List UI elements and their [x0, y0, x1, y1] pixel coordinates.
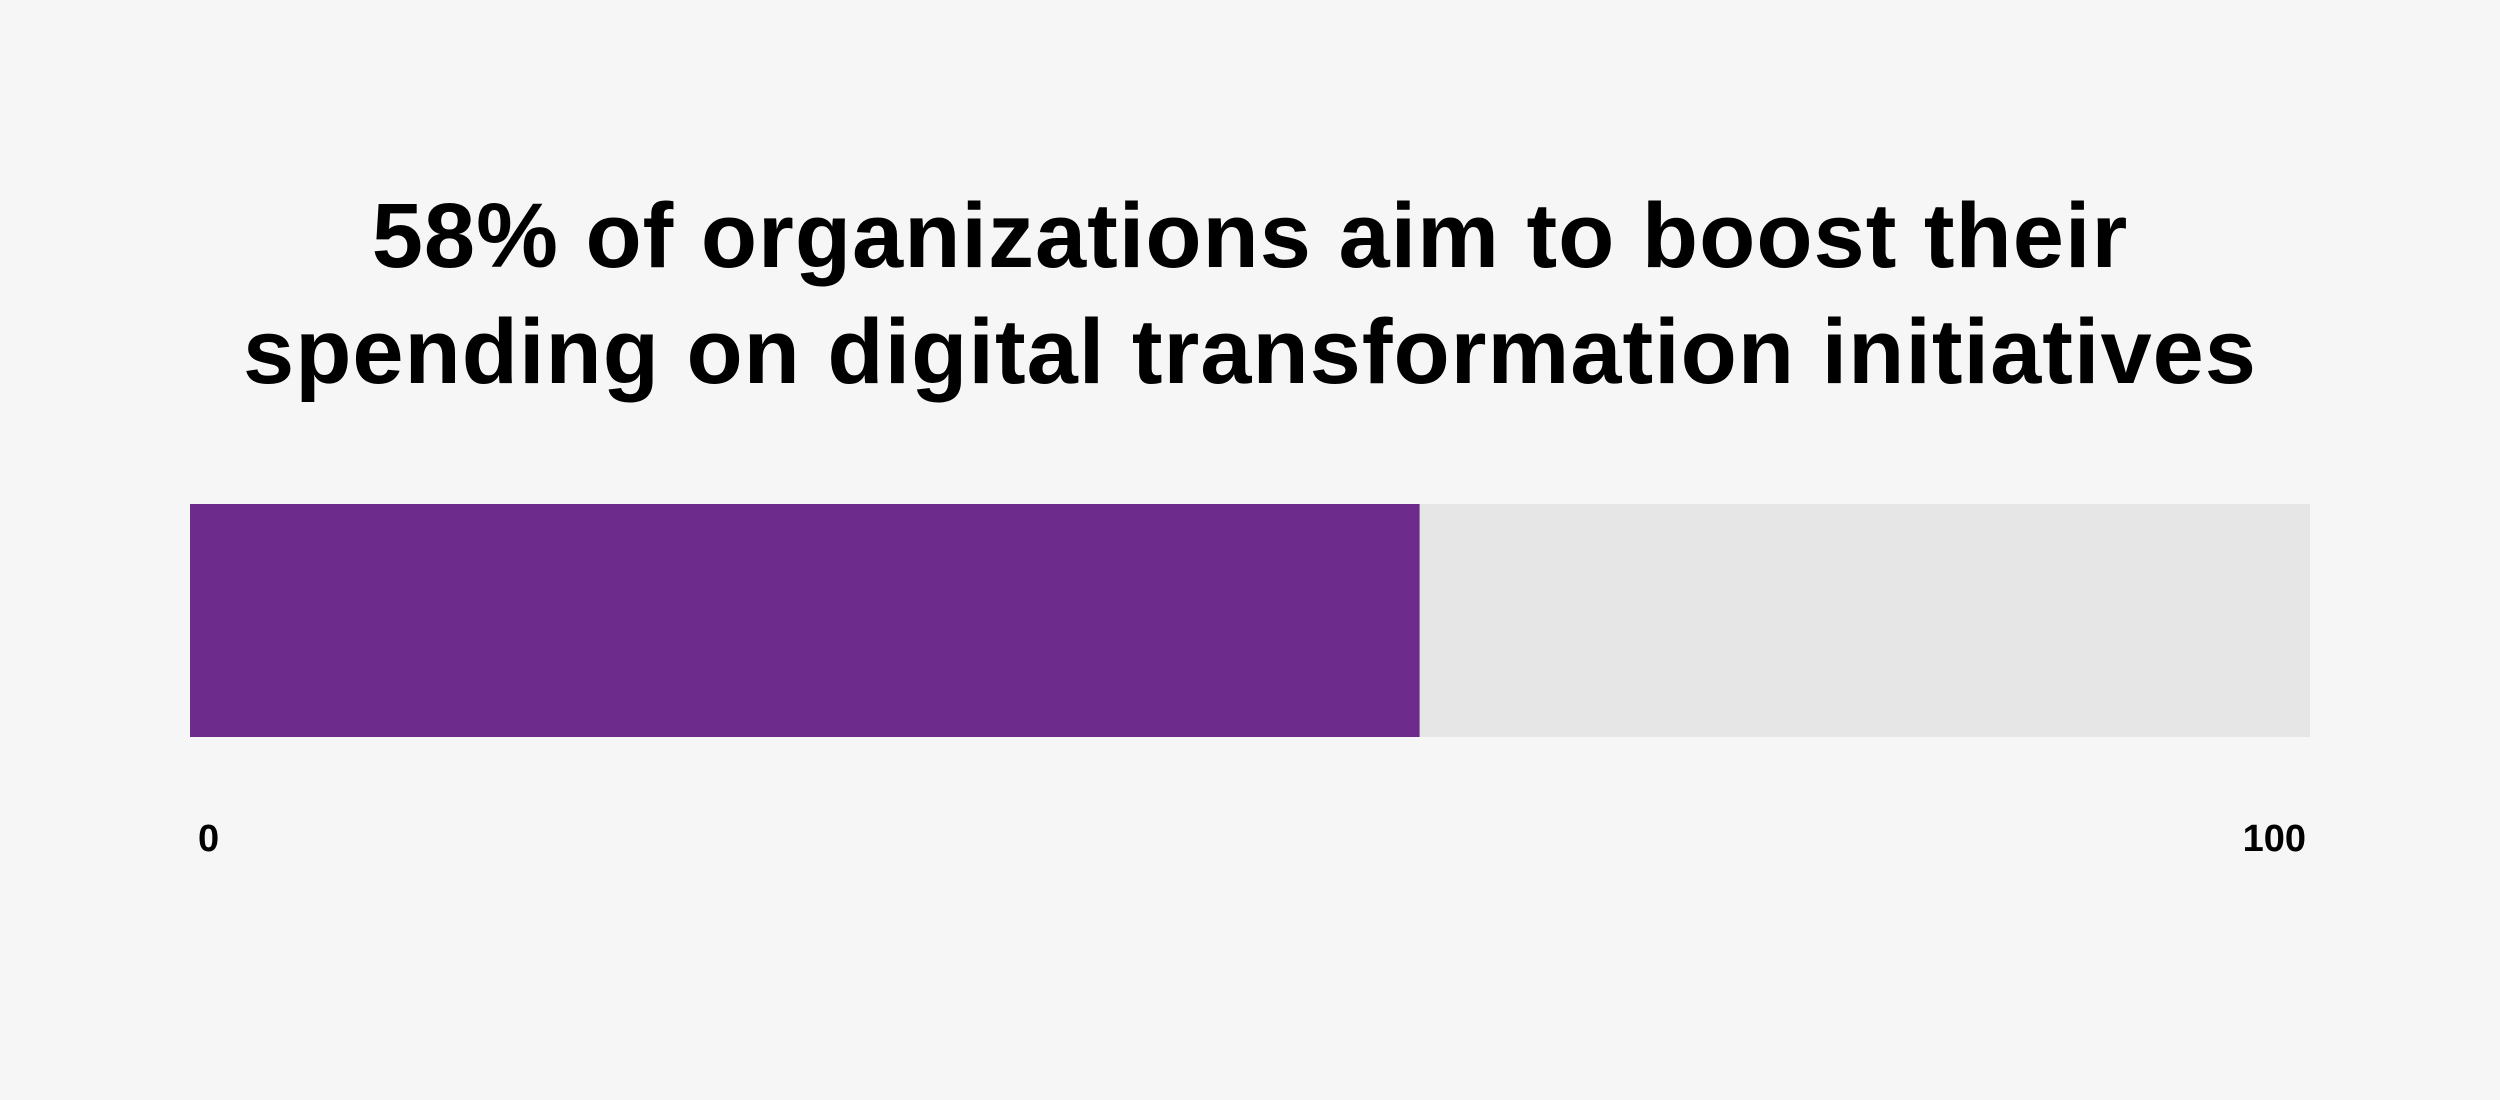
chart-title: 58% of organizations aim to boost their …	[0, 178, 2500, 410]
tick-label-max: 100	[2243, 818, 2306, 860]
chart-title-line-1: 58% of organizations aim to boost their	[371, 185, 2129, 287]
bar-fill	[190, 504, 1420, 737]
chart-title-line-2: spending on digital transformation initi…	[243, 301, 2257, 403]
tick-label-min: 0	[198, 818, 219, 860]
